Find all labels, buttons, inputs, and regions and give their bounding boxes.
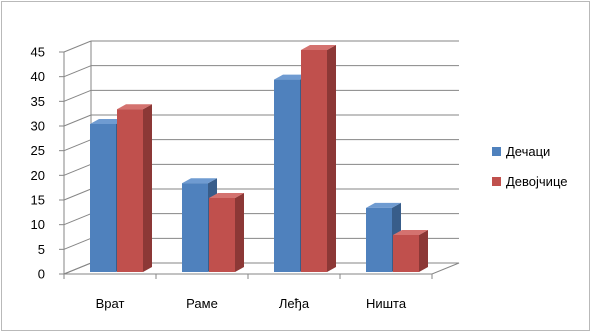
bar-top (182, 178, 217, 184)
x-tick-label: Врат (96, 296, 125, 311)
bar-top (393, 230, 428, 235)
y-tick-label: 0 (38, 267, 45, 282)
y-tick-label: 35 (31, 94, 45, 109)
bar (90, 124, 116, 272)
gridline-diagonal (63, 89, 92, 102)
bars (90, 45, 428, 272)
bar-side (143, 104, 152, 272)
y-tick-label: 45 (31, 45, 45, 60)
gridline-diagonal (63, 40, 92, 53)
bar-side (235, 193, 244, 272)
bar-side (419, 230, 428, 272)
gridline-diagonal (63, 213, 92, 226)
y-tick-label: 20 (31, 168, 45, 183)
gridline-diagonal (63, 139, 92, 152)
y-tick-label: 30 (31, 119, 45, 134)
bar (182, 183, 208, 272)
bar-top (301, 45, 336, 50)
bar-side (327, 45, 336, 272)
gridline-diagonal (63, 237, 92, 250)
bar (393, 235, 419, 272)
y-tick-label: 25 (31, 143, 45, 158)
y-tick-label: 40 (31, 69, 45, 84)
bar-top (209, 193, 244, 198)
gridline-diagonal (63, 163, 92, 176)
labels: 0 5 10 15 20 25 30 35 40 45 Врат Раме Леђа Ништа (31, 45, 407, 312)
legend-label: Дечаци (506, 144, 550, 159)
legend-swatch (492, 177, 501, 186)
y-tick-label: 5 (38, 242, 45, 257)
x-tick-label: Леђа (279, 296, 310, 311)
gridline-diagonal (63, 188, 92, 201)
bar (301, 50, 327, 272)
bar-top (117, 104, 152, 110)
bar (366, 207, 392, 272)
gridline-diagonal (63, 65, 92, 78)
y-tick-label: 10 (31, 217, 45, 232)
bar-top (90, 119, 125, 124)
bar-top (274, 74, 309, 80)
legend-swatch (492, 147, 501, 156)
x-tick-label: Раме (186, 296, 218, 311)
gridline-diagonal (63, 114, 92, 127)
x-tick-label: Ништа (366, 296, 407, 311)
legend: Дечаци Девојчице (492, 144, 567, 189)
bar (209, 198, 235, 272)
bar (117, 109, 143, 272)
bar (274, 79, 300, 272)
chart-floor (63, 262, 460, 275)
y-tick-label: 15 (31, 193, 45, 208)
legend-label: Девојчице (506, 174, 567, 189)
bar-top (366, 202, 401, 208)
